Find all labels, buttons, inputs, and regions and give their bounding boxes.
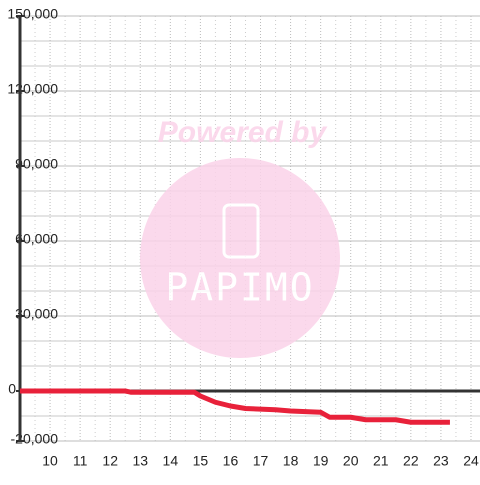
x-tick-label: 17	[253, 453, 269, 469]
x-tick-label: 12	[102, 453, 118, 469]
x-tick-label: 18	[283, 453, 299, 469]
y-tick-label: 0	[8, 381, 16, 397]
watermark-text: Powered by	[158, 116, 328, 149]
x-tick-label: 11	[73, 453, 88, 469]
x-tick-label: 13	[132, 453, 148, 469]
watermark-logo: PAPIMO	[165, 266, 314, 310]
x-tick-label: 22	[403, 453, 419, 469]
watermark: PAPIMO Powered by	[140, 116, 340, 358]
y-tick-label: 90,000	[15, 156, 58, 172]
x-tick-label: 14	[163, 453, 179, 469]
x-tick-label: 21	[373, 453, 389, 469]
y-tick-label: 150,000	[7, 6, 58, 22]
x-tick-label: 20	[343, 453, 359, 469]
x-tick-label: 15	[193, 453, 209, 469]
y-tick-label: -20,000	[11, 431, 59, 447]
y-tick-label: 60,000	[15, 231, 58, 247]
y-tick-label: 30,000	[15, 306, 58, 322]
y-tick-label: 120,000	[7, 81, 58, 97]
x-tick-label: 23	[433, 453, 449, 469]
data-line	[20, 388, 450, 425]
watermark-phone	[222, 203, 260, 259]
x-tick-label: 19	[313, 453, 329, 469]
x-tick-label: 10	[42, 453, 58, 469]
x-tick-label: 24	[463, 453, 479, 469]
x-tick-label: 16	[223, 453, 239, 469]
